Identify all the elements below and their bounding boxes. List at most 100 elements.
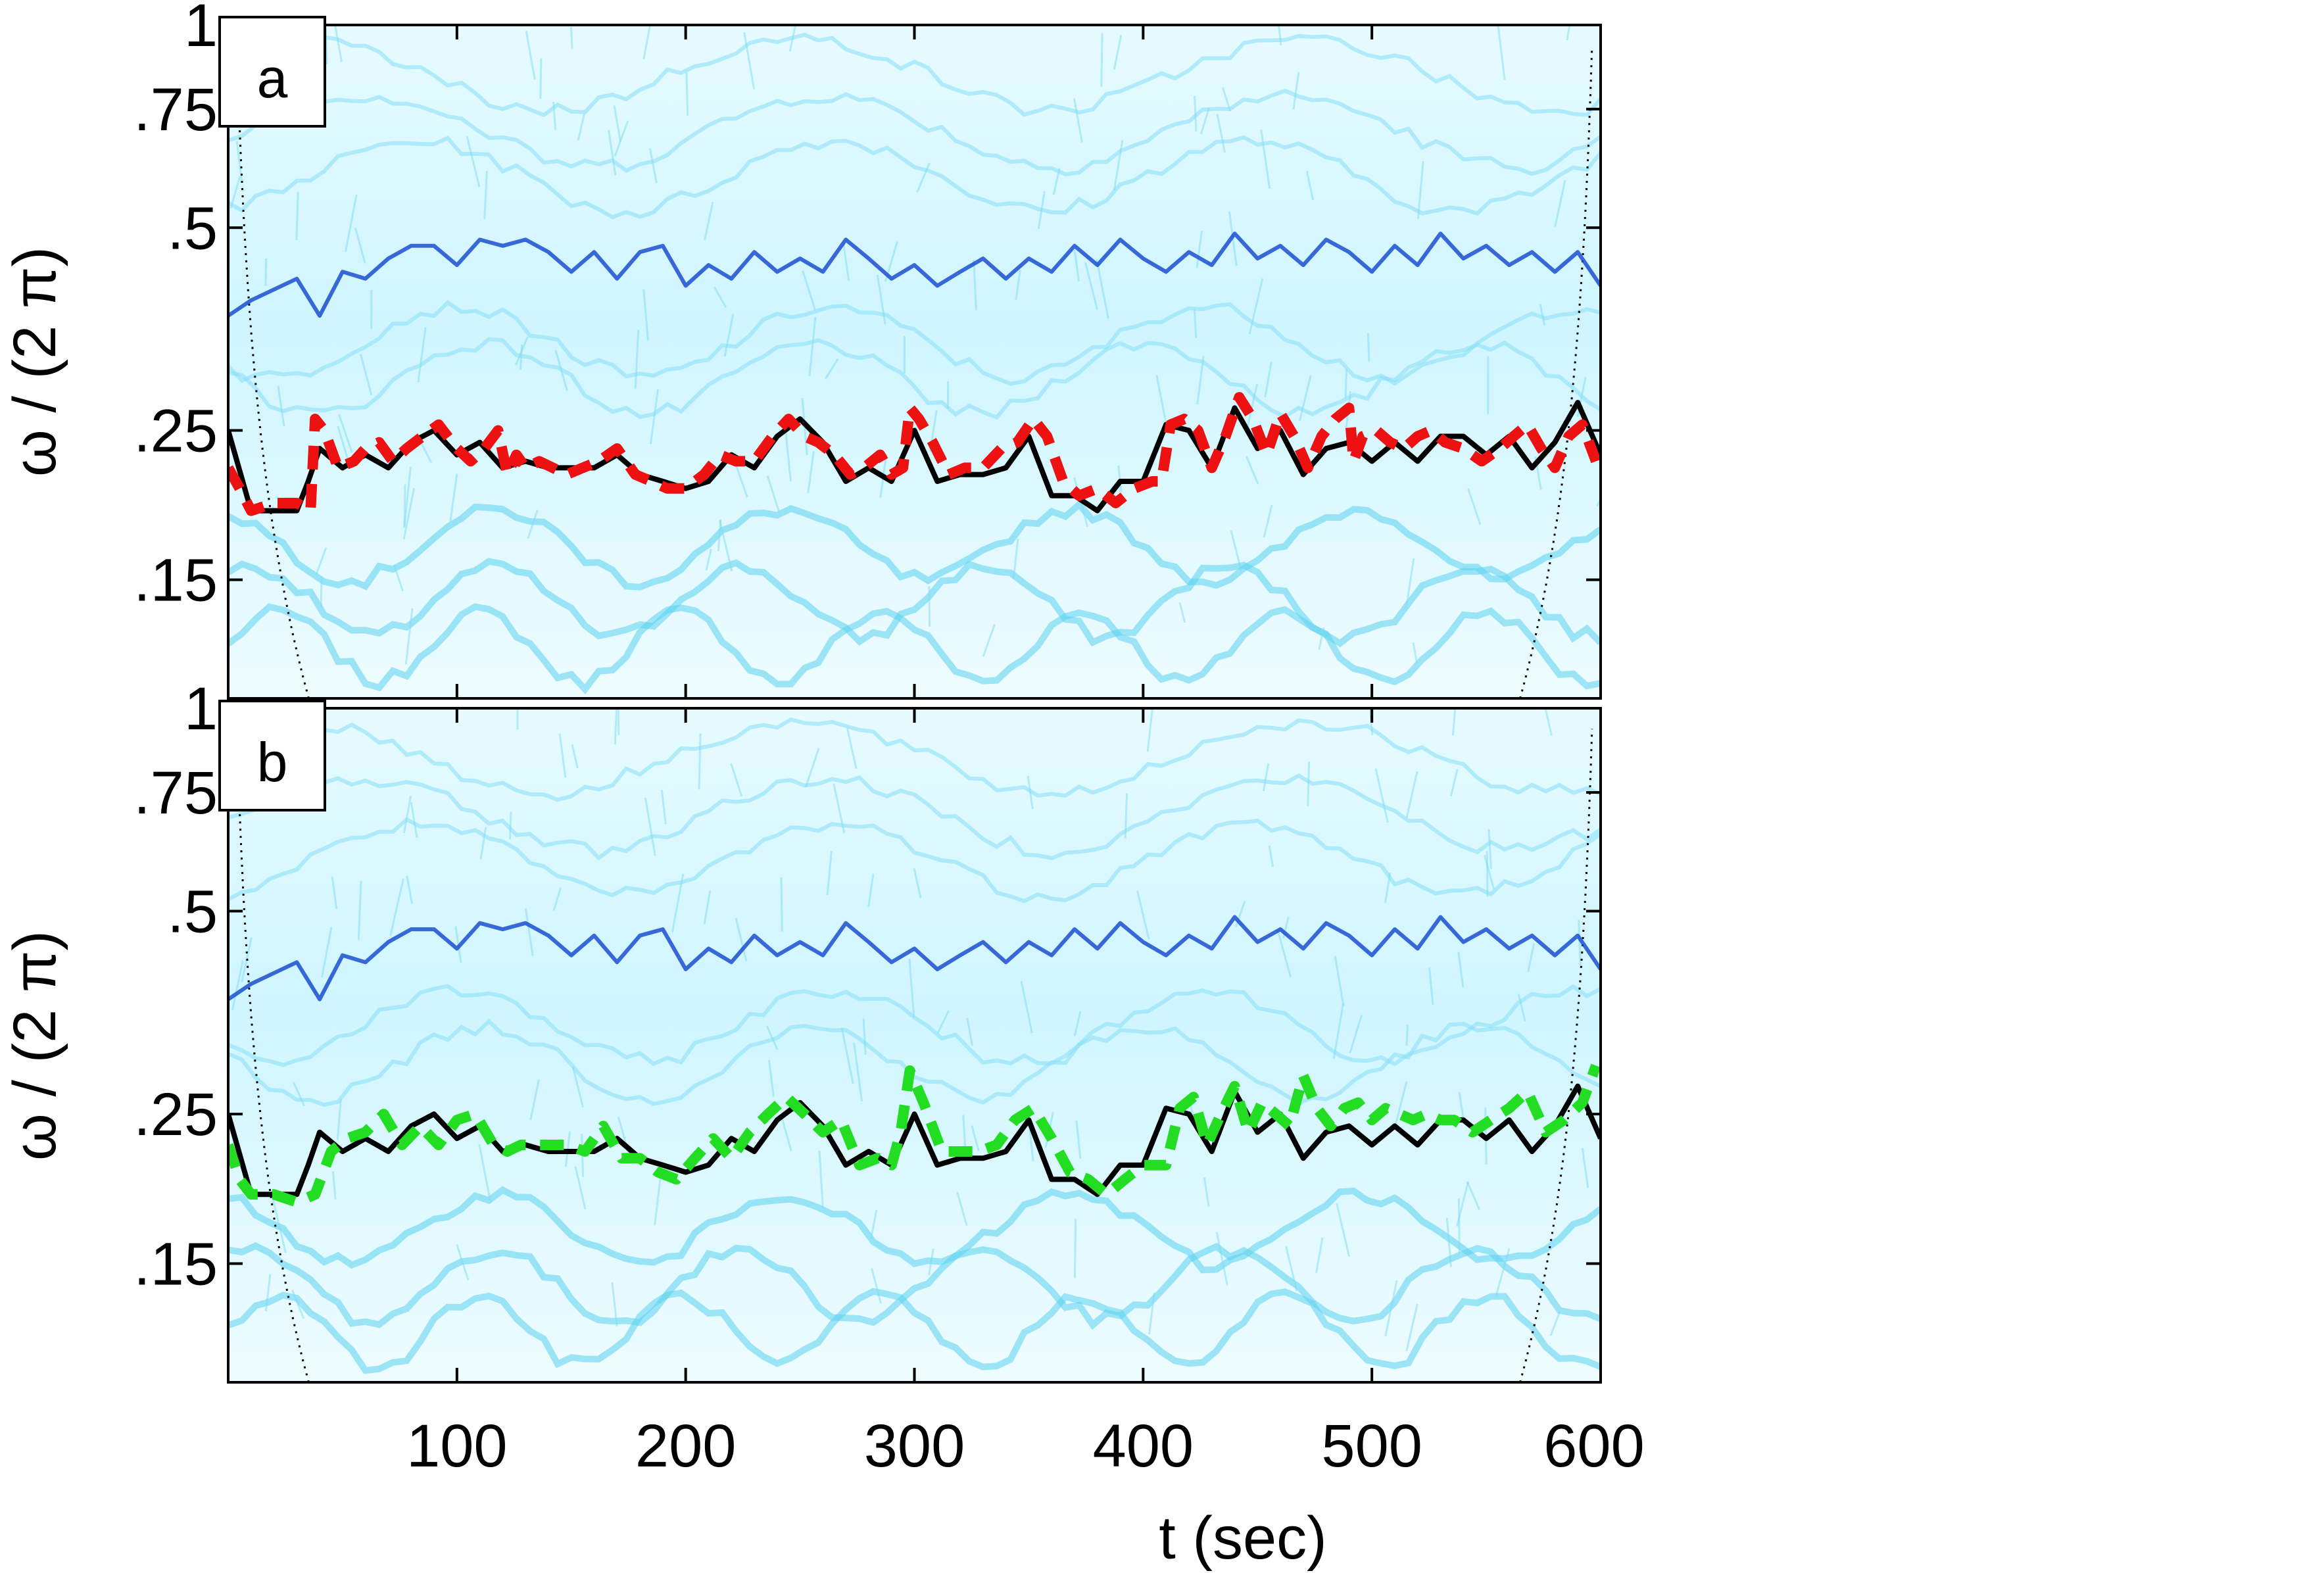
texture-streak	[973, 260, 977, 310]
texture-streak	[1027, 775, 1034, 810]
panel-b: .15 .25 .5 .75 1 b ω / (2 π)	[1, 675, 1602, 1384]
panel-a-plot-area	[228, 25, 1601, 698]
texture-streak	[705, 548, 712, 571]
panel-a-tag-box: a	[218, 16, 326, 128]
texture-streak	[1486, 851, 1489, 898]
texture-streak	[1334, 956, 1345, 1006]
texture-streak	[730, 763, 743, 797]
texture-streak	[644, 797, 656, 856]
texture-streak	[1488, 829, 1492, 869]
texture-streak	[264, 1274, 272, 1312]
ridge-series-1	[228, 1083, 1601, 1198]
texture-streak	[1581, 1148, 1589, 1188]
texture-streak	[642, 289, 649, 341]
texture-streak	[611, 1282, 618, 1326]
texture-streak	[804, 748, 820, 788]
texture-streak	[1457, 952, 1465, 988]
texture-streak	[1578, 919, 1582, 965]
texture-streak	[982, 624, 996, 657]
texture-streak	[320, 576, 323, 608]
texture-streak	[1451, 708, 1457, 736]
texture-streak	[1246, 456, 1259, 485]
texture-streak	[466, 136, 481, 187]
texture-streak	[1554, 180, 1566, 228]
texture-streak	[1527, 943, 1536, 973]
texture-streak	[613, 105, 622, 142]
texture-streak	[552, 887, 562, 911]
texture-streak	[913, 868, 922, 898]
x-tick-label: 100	[406, 1413, 508, 1480]
texture-streak	[714, 287, 727, 308]
texture-streak	[404, 608, 414, 665]
texture-streak	[577, 113, 586, 141]
texture-streak	[1084, 262, 1099, 310]
ridge-series-0	[228, 231, 1601, 318]
texture-streak	[818, 1150, 824, 1207]
texture-streak	[654, 1176, 662, 1226]
texture-streak	[1155, 375, 1168, 426]
texture-streak	[508, 811, 512, 840]
texture-streak	[529, 1079, 541, 1121]
panel-a: .15 .25 .5 .75 1 a ω / (2 π)	[1, 0, 1602, 700]
texture-streak	[1100, 33, 1103, 87]
texture-band	[228, 337, 1601, 420]
texture-streak	[1136, 890, 1150, 940]
texture-streak	[331, 1171, 337, 1200]
texture-streak	[767, 1059, 775, 1097]
texture-streak	[1336, 1203, 1351, 1257]
texture-streak	[1305, 170, 1315, 201]
texture-streak	[956, 1192, 968, 1226]
texture-streak	[840, 1027, 854, 1084]
texture-streak	[765, 1025, 779, 1050]
texture-streak	[871, 1268, 882, 1304]
panel-b-texture	[228, 708, 1601, 1374]
texture-streak	[853, 1042, 863, 1102]
texture-streak	[1344, 369, 1347, 398]
y-tick-label: .75	[133, 760, 218, 827]
panel-a-y-ticks: .15 .25 .5 .75 1	[133, 0, 1601, 614]
panel-b-tag-box: b	[218, 700, 326, 811]
texture-streak	[1466, 488, 1482, 525]
texture-streak	[1178, 602, 1186, 623]
y-tick-label: 1	[184, 675, 218, 742]
texture-streak	[846, 728, 858, 769]
texture-streak	[1073, 249, 1080, 281]
texture-streak	[1384, 872, 1392, 903]
panel-a-tag: a	[257, 47, 288, 109]
texture-streak	[634, 329, 640, 389]
texture-streak	[1318, 627, 1325, 650]
texture-streak	[354, 228, 366, 264]
texture-streak	[1466, 1181, 1480, 1210]
texture-streak	[315, 547, 327, 576]
texture-streak	[1405, 771, 1418, 819]
x-tick-labels: 100 200 300 400 500 600	[406, 1413, 1645, 1480]
texture-streak	[479, 827, 487, 859]
texture-streak	[1196, 230, 1203, 268]
texture-streak	[1332, 1003, 1345, 1059]
texture-streak	[1405, 558, 1415, 610]
texture-streak	[717, 519, 722, 552]
texture-streak	[1449, 768, 1459, 797]
texture-streak	[703, 890, 712, 925]
texture-streak	[1199, 108, 1210, 135]
texture-streak	[1124, 793, 1128, 839]
texture-streak	[571, 744, 579, 769]
texture-streak	[1445, 1217, 1452, 1267]
texture-streak	[1497, 25, 1506, 80]
texture-streak	[334, 25, 343, 62]
x-tick-label: 400	[1093, 1413, 1194, 1480]
texture-streak	[862, 1018, 867, 1055]
texture-streak	[1073, 98, 1083, 143]
texture-streak	[337, 414, 353, 453]
texture-streak	[1037, 191, 1046, 230]
ridge-series-1	[228, 400, 1601, 514]
texture-band	[228, 31, 1601, 118]
texture-streak	[649, 389, 660, 445]
panel-a-texture	[228, 25, 1601, 694]
texture-streak	[1298, 375, 1312, 422]
texture-streak	[833, 783, 846, 833]
panel-b-ridges	[228, 915, 1601, 1208]
texture-streak	[1268, 845, 1274, 867]
ridge-series-0	[228, 915, 1601, 1002]
